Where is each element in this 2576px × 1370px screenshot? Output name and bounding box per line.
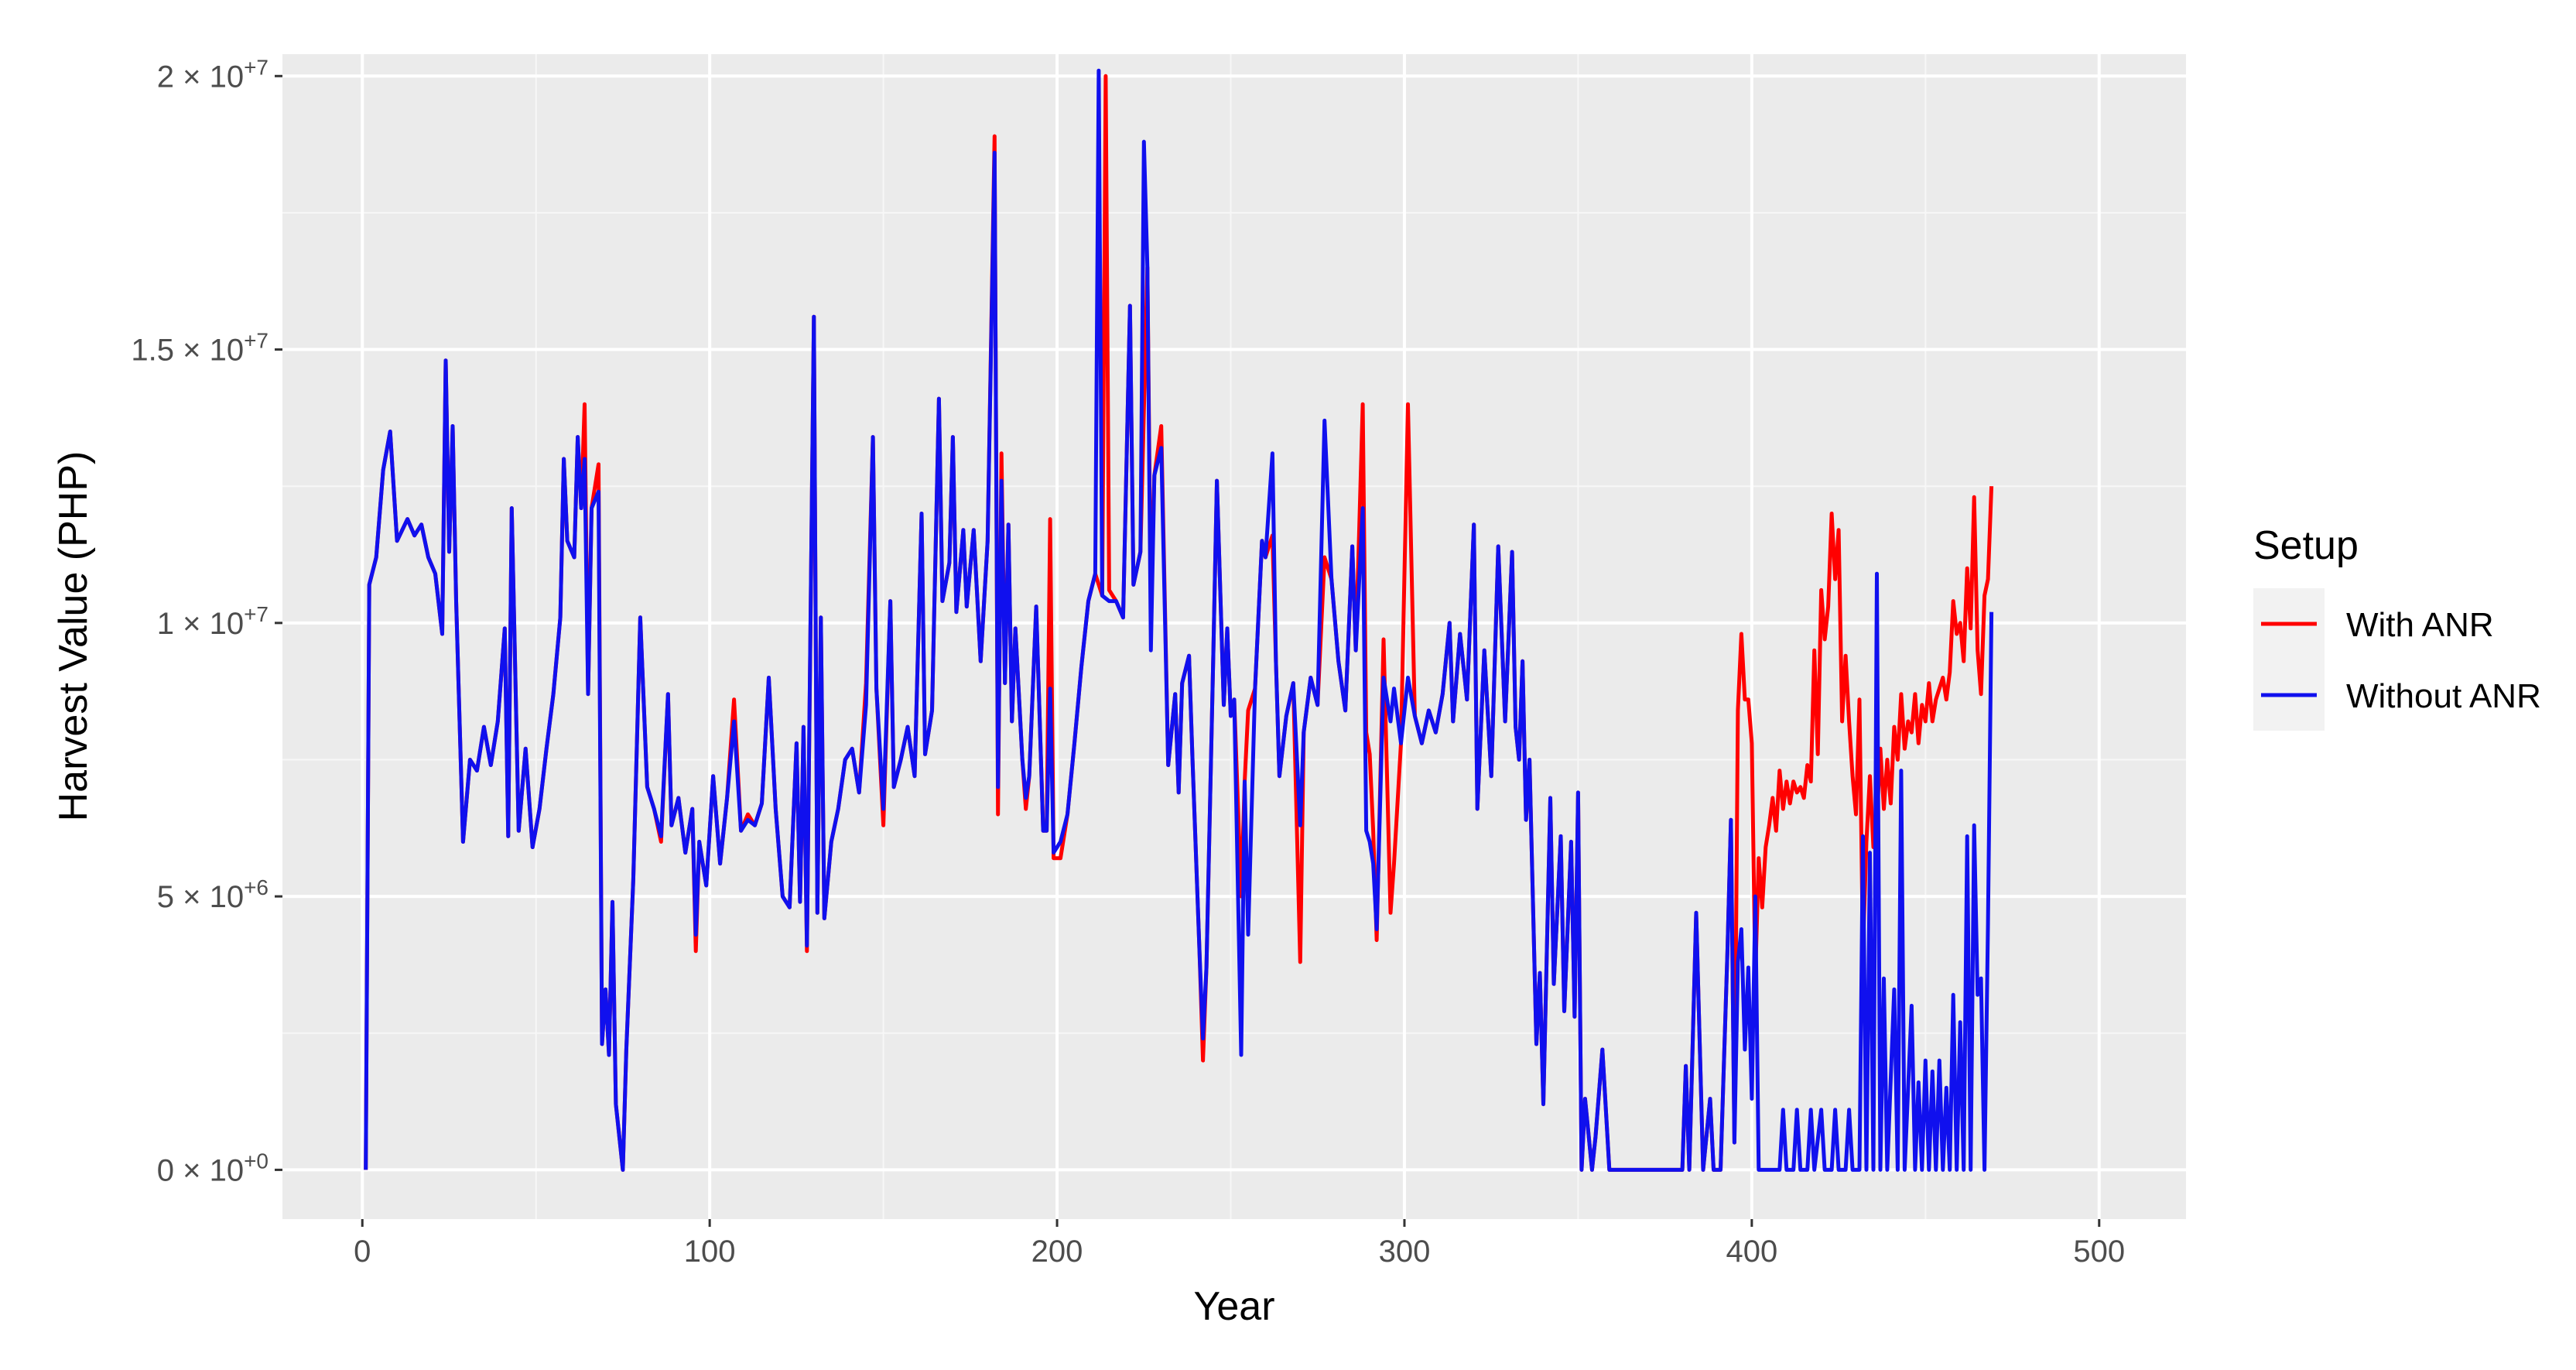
x-tick-label: 100 [684, 1235, 736, 1269]
x-axis: 0 100 200 300 400 500 [354, 1219, 2125, 1269]
x-tick-label: 500 [2073, 1235, 2125, 1269]
legend-title: Setup [2253, 523, 2359, 568]
x-tick-label: 400 [1726, 1235, 1777, 1269]
x-tick-label: 200 [1031, 1235, 1083, 1269]
series-line-without-anr [364, 68, 1994, 1172]
y-tick-label: 5 × 10+6 [157, 875, 269, 914]
x-tick-label: 0 [354, 1235, 371, 1269]
y-axis-title: Harvest Value (PHP) [51, 451, 96, 822]
x-axis-title: Year [1193, 1284, 1274, 1329]
legend-label-without-anr: Without ANR [2346, 677, 2541, 715]
legend-label-with-anr: With ANR [2346, 606, 2494, 644]
legend: Setup With ANR Without ANR [2253, 523, 2541, 731]
plot-area [364, 68, 1994, 1172]
x-tick-label: 300 [1379, 1235, 1431, 1269]
series-layer [364, 68, 1994, 1172]
y-axis: 0 × 10+05 × 10+61 × 10+71.5 × 10+72 × 10… [131, 55, 282, 1187]
